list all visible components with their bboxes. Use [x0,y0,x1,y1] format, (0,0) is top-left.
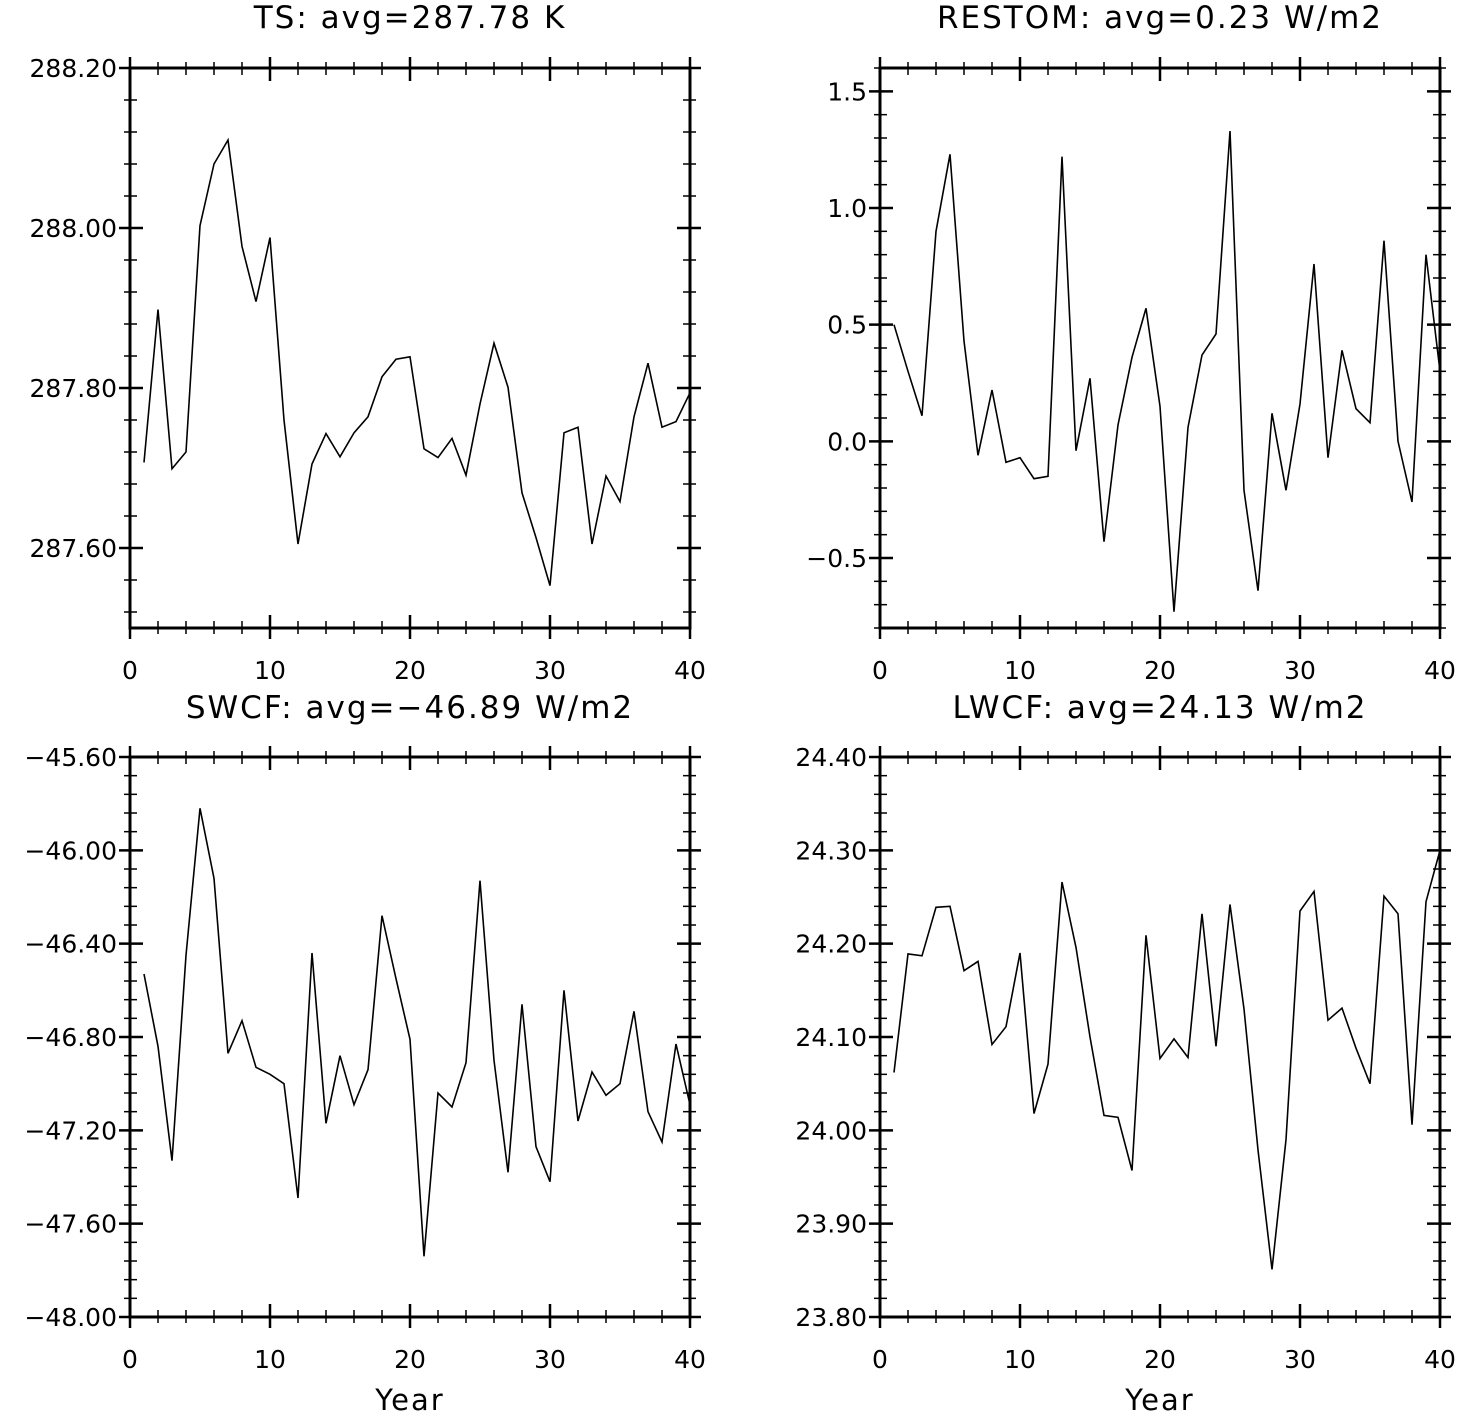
panel-title: SWCF: avg=−46.89 W/m2 [186,690,634,726]
x-tick-label: 10 [1004,656,1036,685]
y-tick-label: 288.20 [30,54,117,83]
x-tick-label: 20 [394,656,426,685]
y-tick-label: 0.5 [827,311,867,340]
y-tick-label: 288.00 [30,214,117,243]
panel-title: TS: avg=287.78 K [253,0,567,36]
y-tick-label: 24.40 [795,743,867,772]
tick-marks [119,57,701,639]
plot-frame [128,66,692,630]
y-tick-label: 287.60 [30,534,117,563]
y-tick-label: 23.90 [795,1210,867,1239]
tick-labels: −0.5 0.0 0.5 1.0 1.5 0 10 20 30 40 [806,77,1456,685]
y-tick-label: −47.60 [24,1210,117,1239]
y-tick-label: −48.00 [24,1303,117,1332]
y-tick-label: −0.5 [806,544,867,573]
x-tick-label: 40 [1424,656,1456,685]
panel-restom: RESTOM: avg=0.23 W/m2 −0.5 0.0 0.5 1.0 1.5 0 1… [806,0,1456,685]
series-line [143,137,691,586]
tick-labels: −48.00 −47.60 −47.20 −46.80 −46.40 −46.00 −45.… [24,743,705,1374]
y-tick-label: 24.20 [795,930,867,959]
y-tick-label: 23.80 [795,1303,867,1332]
panel-title: RESTOM: avg=0.23 W/m2 [937,0,1383,36]
y-tick-label: −47.20 [24,1116,117,1145]
x-tick-label: 0 [122,1345,138,1374]
plot-frame [128,755,692,1319]
y-tick-label: −46.40 [24,930,117,959]
y-tick-label: 24.30 [795,836,867,865]
y-tick-label: 1.5 [827,77,867,106]
x-tick-label: 30 [1284,1345,1316,1374]
y-tick-label: 24.10 [795,1023,867,1052]
panel-title: LWCF: avg=24.13 W/m2 [952,690,1367,726]
x-tick-label: 30 [1284,656,1316,685]
x-tick-label: 20 [1144,656,1176,685]
x-tick-label: 40 [674,1345,706,1374]
panel-ts: TS: avg=287.78 K 287.60 287.80 288.00 288.2… [30,0,706,685]
y-tick-label: 287.80 [30,374,117,403]
series-line [893,130,1441,612]
x-axis-label: Year [374,1383,444,1416]
x-tick-label: 0 [872,1345,888,1374]
x-tick-label: 40 [674,656,706,685]
x-tick-label: 10 [254,1345,286,1374]
x-tick-label: 10 [254,656,286,685]
x-tick-label: 40 [1424,1345,1456,1374]
x-tick-label: 30 [534,656,566,685]
series-line [893,850,1441,1270]
plot-frame [878,755,1442,1319]
x-tick-label: 0 [122,656,138,685]
x-tick-label: 20 [1144,1345,1176,1374]
y-tick-label: −46.80 [24,1023,117,1052]
y-tick-label: −45.60 [24,743,117,772]
y-tick-label: 1.0 [827,194,867,223]
x-tick-label: 10 [1004,1345,1036,1374]
tick-labels: 287.60 287.80 288.00 288.20 0 10 20 30 40 [30,54,706,685]
panel-lwcf: LWCF: avg=24.13 W/m2 23.80 23.90 24.00 24.1… [795,690,1455,1416]
panel-swcf: SWCF: avg=−46.89 W/m2 −48.00 −47.60 −47.20… [24,690,705,1416]
y-tick-label: 24.00 [795,1116,867,1145]
tick-marks [869,57,1451,639]
x-axis-label: Year [1124,1383,1194,1416]
tick-marks [869,746,1451,1328]
y-tick-label: −46.00 [24,836,117,865]
x-tick-label: 20 [394,1345,426,1374]
series-line [143,808,691,1257]
x-tick-label: 0 [872,656,888,685]
tick-labels: 23.80 23.90 24.00 24.10 24.20 24.30 24.40 0 10 20… [795,743,1455,1374]
x-tick-label: 30 [534,1345,566,1374]
plot-frame [878,66,1442,630]
y-tick-label: 0.0 [827,427,867,456]
